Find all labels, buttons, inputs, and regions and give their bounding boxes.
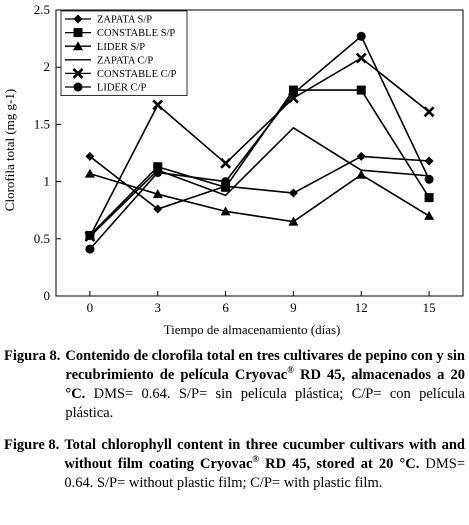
x-axis-label: Tiempo de almacenamiento (días) xyxy=(164,322,341,337)
y-tick-label: 2.5 xyxy=(34,2,50,17)
plot-frame xyxy=(55,9,464,297)
data-point xyxy=(356,85,366,95)
data-point xyxy=(220,157,232,169)
data-point xyxy=(85,151,95,161)
chlorophyll-line-chart: 0 0.5 1 1.5 2 2.5 0 3 6 9 12 15 ZAPATA S/P CONSTABLE… xyxy=(2,2,464,337)
registered-mark: ® xyxy=(287,365,294,376)
data-point xyxy=(84,231,96,242)
y-tick-label: 0.5 xyxy=(34,231,50,246)
legend-label: ZAPATA S/P xyxy=(97,15,152,26)
x-tick-label: 15 xyxy=(423,300,436,315)
data-point xyxy=(424,210,435,220)
legend-label: CONSTABLE S/P xyxy=(97,28,175,39)
series-constable-c-p xyxy=(84,52,435,242)
caption-title-end: RD 45, almacenados a 20 °C. xyxy=(65,367,465,402)
data-point xyxy=(153,204,163,214)
data-point xyxy=(288,216,299,226)
data-point xyxy=(356,31,366,41)
data-point xyxy=(153,162,163,172)
series-line xyxy=(89,57,430,237)
registered-mark: ® xyxy=(252,454,260,465)
data-point xyxy=(288,89,298,99)
y-axis-label: Clorofila total (mg g-1) xyxy=(2,89,17,211)
series-zapata-c-p xyxy=(89,126,430,238)
data-point xyxy=(424,193,434,203)
data-point xyxy=(221,182,231,192)
legend-marker xyxy=(73,14,83,24)
series-line xyxy=(89,172,430,223)
chart-legend: ZAPATA S/P CONSTABLE S/P LIDER S/P ZAPATA C… xyxy=(60,10,188,96)
data-point xyxy=(355,52,367,64)
data-point xyxy=(85,244,95,254)
series-line xyxy=(89,89,430,236)
y-tick-label: 0 xyxy=(44,288,51,303)
x-tick-label: 12 xyxy=(355,300,368,315)
chart-series xyxy=(84,31,435,254)
data-point xyxy=(152,189,163,199)
figure-caption-spanish: Figura 8. Contenido de clorofila total e… xyxy=(4,347,465,423)
data-point xyxy=(84,168,95,178)
legend-marker xyxy=(73,41,83,51)
data-point xyxy=(220,206,231,216)
data-point xyxy=(152,99,164,111)
legend-label: LIDER C/P xyxy=(97,83,146,94)
x-tick-label: 3 xyxy=(155,300,162,315)
data-point xyxy=(356,169,367,179)
caption-notes: DMS= 0.64. S/P= sin película plástica; C… xyxy=(65,386,465,421)
data-point xyxy=(424,174,434,184)
caption-title: Total chlorophyll content in three cucum… xyxy=(64,437,465,472)
figure-caption-english: Figure 8. Total chlorophyll content in t… xyxy=(4,436,465,493)
y-tick-label: 1 xyxy=(44,174,51,189)
legend-box xyxy=(60,10,188,96)
caption-title-end: RD 45, stored at 20 °C. xyxy=(259,456,420,472)
caption-title: Contenido de clorofila total en tres cul… xyxy=(65,348,465,383)
x-tick-label: 6 xyxy=(222,300,229,315)
series-lider-c-p xyxy=(85,31,434,254)
legend-marker xyxy=(72,67,84,79)
data-point xyxy=(423,106,435,118)
x-tick-label: 0 xyxy=(87,300,94,315)
legend-marker xyxy=(73,82,83,92)
series-line xyxy=(89,35,430,250)
data-point xyxy=(221,177,231,187)
caption-label: Figura 8. xyxy=(4,348,61,364)
series-line xyxy=(89,155,430,210)
legend-marker xyxy=(73,28,83,38)
chart-axes: 0 0.5 1 1.5 2 2.5 0 3 6 9 12 15 xyxy=(34,2,464,315)
series-line xyxy=(89,126,430,238)
y-tick-label: 2 xyxy=(44,59,51,74)
y-tick-label: 1.5 xyxy=(34,116,50,131)
legend-label: LIDER S/P xyxy=(97,42,145,53)
caption-notes: DMS= 0.64. S/P= without plastic film; C/… xyxy=(64,456,466,491)
data-point xyxy=(288,188,298,198)
series-lider-s-p xyxy=(84,168,435,226)
data-point xyxy=(153,167,163,177)
legend-label: CONSTABLE C/P xyxy=(97,69,177,80)
legend-label: ZAPATA C/P xyxy=(97,55,153,66)
x-tick-label: 9 xyxy=(290,300,297,315)
caption-label: Figure 8. xyxy=(4,437,60,453)
data-point xyxy=(424,156,434,166)
data-point xyxy=(356,151,366,161)
